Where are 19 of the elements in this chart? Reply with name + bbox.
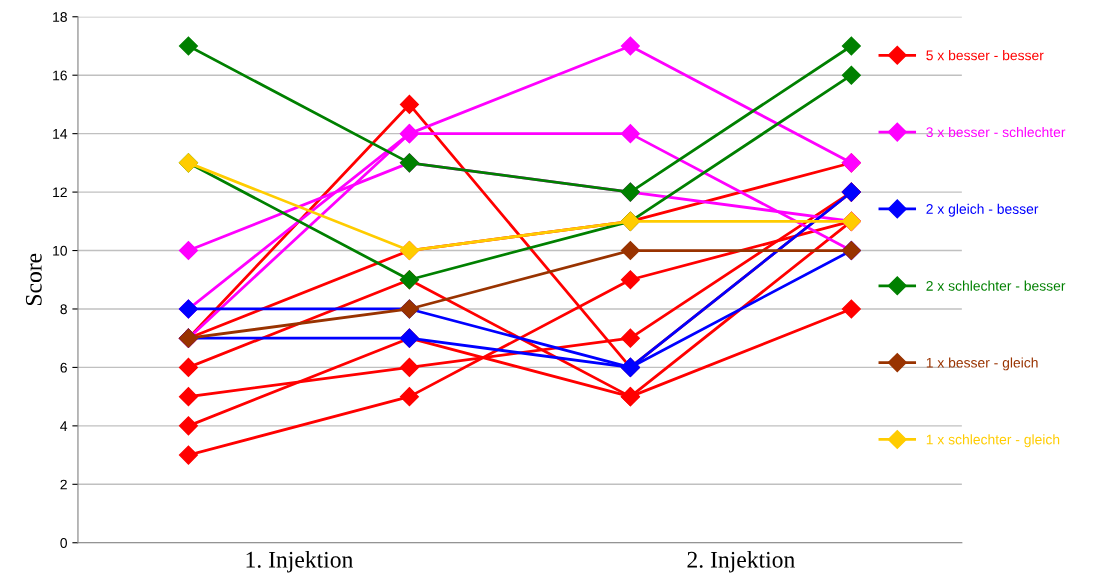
y-tick-label: 16 <box>53 70 67 81</box>
legend-label: 2 x gleich - besser <box>926 203 1039 217</box>
y-tick-label: 14 <box>53 129 68 139</box>
y-axis-title: Score <box>25 253 42 306</box>
y-tick-label: 12 <box>53 187 67 198</box>
y-tick-label: 8 <box>60 304 67 315</box>
y-tick-label: 4 <box>60 421 68 431</box>
legend-label: 1 x besser - gleich <box>926 357 1038 371</box>
legend-label: 5 x besser - besser <box>926 50 1044 61</box>
y-tick-label: 0 <box>60 538 67 548</box>
legend-label: 2 x schlechter - besser <box>926 280 1066 291</box>
y-tick-label: 6 <box>60 362 67 373</box>
y-tick-label: 10 <box>53 245 67 256</box>
text: 1. Injektion <box>246 551 353 573</box>
text: 2. Injektion <box>687 551 795 573</box>
legend-label: 1 x schlechter - gleich <box>926 434 1060 448</box>
legend-label: 3 x besser - schlechter <box>926 126 1066 138</box>
y-tick-label: 2 <box>60 479 67 490</box>
y-tick-label: 18 <box>53 12 67 22</box>
